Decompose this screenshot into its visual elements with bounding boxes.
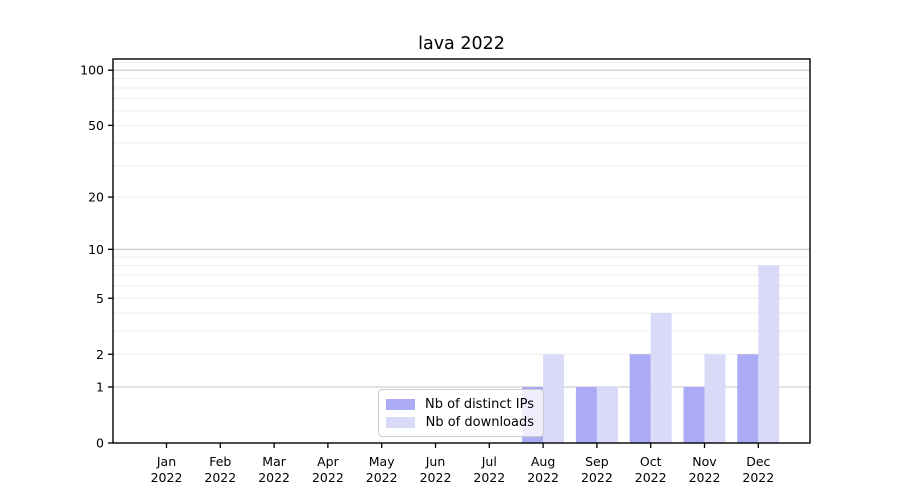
x-tick-label-year: 2022 — [420, 470, 452, 485]
y-tick-label: 20 — [88, 190, 104, 205]
x-tick-label-month: Apr — [317, 454, 339, 469]
bar-dec-ips — [737, 354, 759, 443]
x-tick-label-year: 2022 — [151, 470, 183, 485]
y-tick-label: 5 — [96, 291, 104, 306]
y-tick-label: 10 — [88, 242, 104, 257]
y-tick-label: 1 — [96, 380, 104, 395]
legend-label-distinct-ips: Nb of distinct IPs — [425, 397, 534, 412]
x-tick-label-month: Jan — [156, 454, 176, 469]
y-tick-label: 2 — [96, 347, 104, 362]
x-tick-label-year: 2022 — [366, 470, 398, 485]
minor-gridlines — [113, 62, 810, 355]
x-tick-label-month: Sep — [585, 454, 609, 469]
bar-dec-downloads — [758, 265, 780, 443]
legend-swatch-distinct-ips — [386, 399, 415, 410]
bar-sep-ips — [575, 387, 597, 443]
x-tick-label-year: 2022 — [473, 470, 505, 485]
x-axis-ticks: Jan2022Feb2022Mar2022Apr2022May2022Jun20… — [151, 443, 774, 485]
x-tick-label-month: Jun — [425, 454, 446, 469]
bars-downloads — [543, 265, 780, 443]
x-tick-label-year: 2022 — [312, 470, 344, 485]
bar-oct-ips — [629, 354, 651, 443]
x-tick-label-month: Feb — [209, 454, 231, 469]
legend-swatch-downloads — [386, 417, 415, 428]
x-tick-label-year: 2022 — [635, 470, 667, 485]
x-tick-label-year: 2022 — [527, 470, 559, 485]
bar-nov-ips — [683, 387, 705, 443]
y-tick-label: 50 — [88, 118, 104, 133]
bar-oct-downloads — [650, 312, 672, 443]
legend-item-distinct-ips: Nb of distinct IPs — [386, 396, 534, 413]
plot-border — [112, 58, 811, 444]
x-tick-label-month: Aug — [531, 454, 555, 469]
legend-label-downloads: Nb of downloads — [425, 415, 534, 430]
y-tick-label: 100 — [80, 63, 104, 78]
x-tick-label-year: 2022 — [689, 470, 721, 485]
x-tick-label-year: 2022 — [258, 470, 290, 485]
bar-nov-downloads — [704, 354, 726, 443]
x-tick-label-year: 2022 — [742, 470, 774, 485]
x-tick-label-month: Oct — [640, 454, 662, 469]
bar-aug-downloads — [543, 354, 565, 443]
bar-sep-downloads — [596, 387, 618, 443]
chart-title: lava 2022 — [418, 34, 505, 54]
x-tick-label-month: Jul — [481, 454, 497, 469]
x-tick-label-year: 2022 — [204, 470, 236, 485]
y-axis-ticks: 0 1 2 5 10 20 50 100 — [80, 63, 113, 451]
major-gridlines — [113, 69, 810, 388]
legend-item-downloads: Nb of downloads — [386, 414, 534, 431]
y-tick-label: 0 — [96, 436, 104, 451]
x-tick-label-month: May — [369, 454, 395, 469]
legend: Nb of distinct IPs Nb of downloads — [378, 389, 544, 437]
x-tick-label-month: Dec — [746, 454, 770, 469]
x-tick-label-month: Mar — [262, 454, 286, 469]
x-tick-label-month: Nov — [692, 454, 717, 469]
x-tick-label-year: 2022 — [581, 470, 613, 485]
